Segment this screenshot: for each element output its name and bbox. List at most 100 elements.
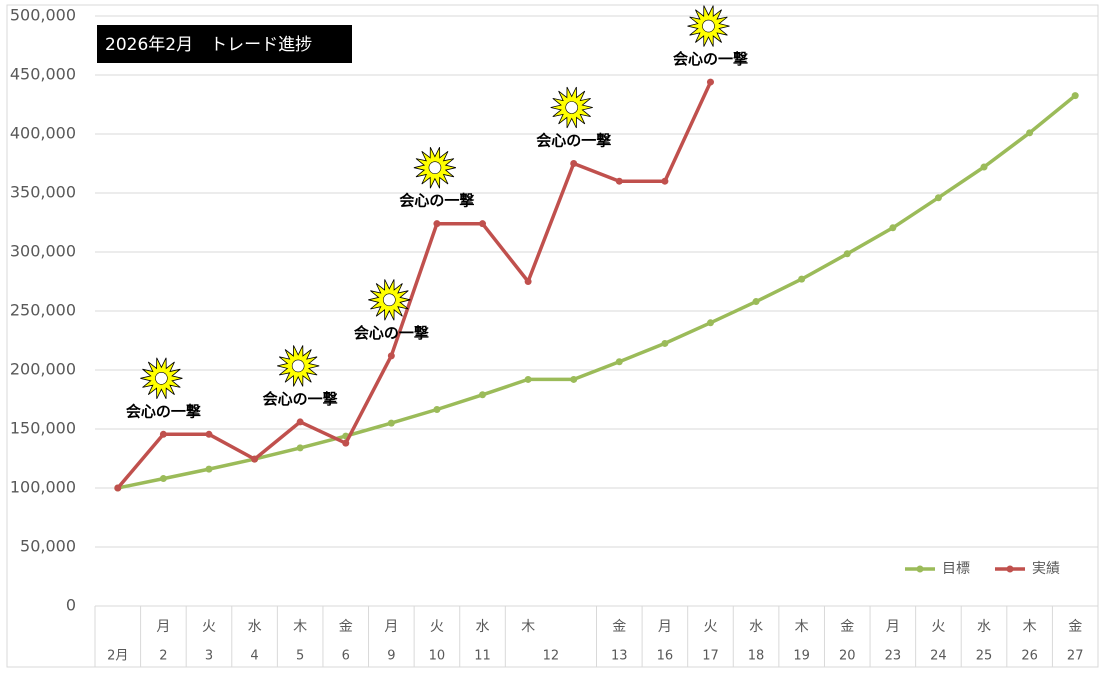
data-point [159,430,167,438]
x-tick-label: 12 [543,649,560,664]
data-point [387,352,395,360]
data-point [615,358,623,366]
weekday-label: 木 [1023,619,1037,635]
data-point [433,220,441,228]
burst-center [383,293,396,307]
series-line [117,94,1077,490]
data-point [570,160,578,167]
y-tick-label: 350,000 [10,183,76,202]
x-tick-label: 4 [250,649,258,664]
x-tick-label: 25 [976,649,993,664]
weekday-label: 金 [840,619,854,635]
legend-marker [1006,565,1014,573]
x-tick-label: 18 [748,649,765,664]
x-tick-label: 26 [1021,649,1038,664]
x-tick-label: 3 [205,649,213,664]
burst-center [428,161,442,174]
x-tick-label: 17 [702,649,719,664]
weekday-label: 金 [339,619,353,635]
x-tick-label: 27 [1067,649,1084,664]
annotation: 会心の一撃 [536,132,611,150]
data-point [387,419,395,427]
y-tick-label: 400,000 [10,124,76,143]
x-tick-label: 20 [839,649,856,664]
weekday-label: 木 [795,619,809,635]
weekday-label: 火 [202,619,216,635]
burst-center [702,19,715,33]
y-tick-label: 200,000 [10,360,76,379]
x-tick-label: 2 [159,649,167,664]
data-point [661,339,669,347]
burst-center [565,101,579,114]
data-point [159,475,167,483]
weekday-label: 火 [430,619,444,635]
data-point [934,194,942,202]
weekday-label: 月 [658,619,672,635]
x-tick-label: 2月 [107,649,128,664]
annotation: 会心の一撃 [673,50,748,68]
y-tick-label: 100,000 [10,478,76,497]
data-point [524,375,532,383]
data-point [342,439,350,447]
chart-title: 2026年2月 トレード進捗 [105,35,312,55]
burst-center [291,359,305,373]
weekday-label: 金 [612,619,626,635]
data-point [843,250,851,258]
data-point [661,177,669,185]
x-tick-label: 6 [342,649,350,664]
data-point [479,391,487,399]
legend-marker [916,565,924,573]
y-tick-label: 300,000 [10,242,76,261]
data-point [615,177,623,185]
data-point [524,278,532,285]
weekday-label: 木 [521,619,535,635]
data-point [433,406,441,414]
data-point [296,444,304,452]
weekday-label: 火 [703,619,717,635]
weekday-label: 水 [248,619,262,635]
x-tick-label: 19 [793,649,810,664]
weekday-label: 水 [977,619,991,635]
series-line [116,81,713,490]
x-tick-label: 23 [885,649,902,664]
y-tick-label: 250,000 [10,301,76,320]
data-point [251,455,259,463]
data-point [114,484,122,492]
chart-border [6,4,1099,668]
data-point [980,163,988,171]
annotation: 会心の一撃 [354,324,429,342]
data-point [889,224,897,232]
title-box [97,25,352,63]
data-point [479,220,487,228]
weekday-label: 月 [886,619,900,635]
data-point [205,430,213,438]
y-tick-label: 0 [66,596,76,615]
x-tick-label: 11 [474,649,491,664]
x-tick-label: 16 [657,649,674,664]
x-tick-label: 5 [296,649,304,664]
weekday-label: 月 [156,619,170,635]
legend-label: 実績 [1032,561,1060,577]
weekday-label: 金 [1068,619,1082,635]
annotation: 会心の一撃 [399,192,474,210]
weekday-label: 水 [749,619,763,635]
data-point [1026,129,1034,137]
data-point [296,418,304,426]
weekday-label: 火 [931,619,945,635]
x-tick-label: 9 [387,649,395,664]
data-point [706,78,714,86]
data-point [570,375,578,383]
legend-label: 目標 [942,561,970,577]
y-tick-label: 500,000 [10,6,76,25]
data-point [1071,92,1079,100]
data-point [798,275,806,283]
y-tick-label: 150,000 [10,419,76,438]
weekday-label: 月 [384,619,398,635]
data-point [706,319,714,327]
y-tick-label: 50,000 [20,537,76,556]
annotation: 会心の一撃 [126,402,201,420]
weekday-label: 木 [293,619,307,635]
x-tick-label: 24 [930,649,947,664]
burst-center [155,372,168,385]
